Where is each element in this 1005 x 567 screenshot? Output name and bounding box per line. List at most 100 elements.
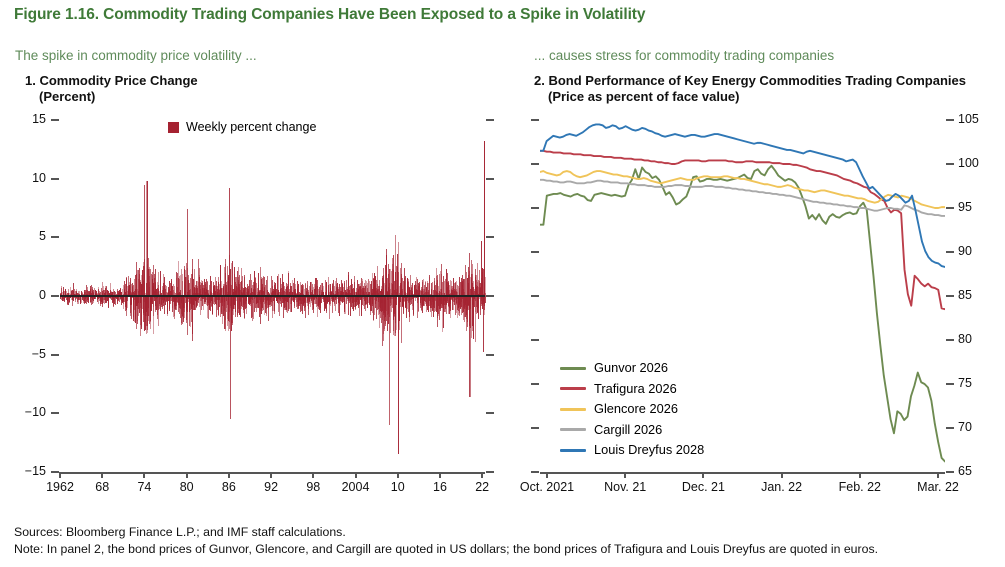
panel1-bar [182, 280, 184, 296]
panel2-legend-item[interactable]: Trafigura 2026 [560, 379, 704, 400]
panel1-xtick-label: 80 [179, 480, 194, 494]
panel1-bar [159, 270, 161, 296]
panel1-bar [176, 296, 178, 311]
panel1-bar [182, 296, 184, 325]
panel2-legend-label: Cargill 2026 [594, 421, 663, 437]
panel1-bar [106, 289, 108, 296]
panel1-bar [215, 296, 217, 317]
panel1-xtick-label: 68 [95, 480, 110, 494]
panel1-bar [120, 287, 122, 296]
panel1-bar [339, 296, 341, 305]
panel1-bar [361, 296, 363, 316]
panel2-legend-label: Glencore 2026 [594, 401, 678, 416]
panel1-bar [329, 284, 331, 296]
panel1-bar [89, 293, 91, 296]
panel1-bar [165, 288, 166, 296]
panel1-bar [181, 296, 183, 314]
panel2-legend-item[interactable]: Gunvor 2026 [560, 358, 704, 379]
panel1-bar [367, 296, 369, 303]
panel1-bar [231, 260, 233, 296]
panel1-bar [178, 278, 180, 296]
panel1-bar [201, 287, 203, 296]
panel1-bar [79, 291, 81, 296]
panel1-bar [114, 296, 116, 304]
panel2-xtick-label: Oct. 2021 [519, 480, 575, 494]
panel1-bar [244, 296, 246, 307]
panel1-bar [68, 292, 70, 296]
panel1-bar [365, 296, 367, 300]
panel1-bar [311, 296, 313, 299]
panel1-bar [304, 296, 306, 302]
panel1-bar [349, 291, 351, 296]
panel1-bar [103, 296, 105, 304]
panel1-bar [137, 269, 139, 296]
panel1-bar [484, 276, 486, 296]
panel1-bar [288, 296, 290, 309]
panel1-bar [307, 285, 309, 296]
panel1-bar [123, 289, 125, 296]
panel1-bar [75, 296, 77, 302]
panel1-bar [285, 296, 287, 313]
panel1-bar [104, 293, 106, 296]
panel1-bar [307, 296, 309, 309]
panel2-legend-item[interactable]: Cargill 2026 [560, 420, 704, 441]
panel1-bar [305, 296, 307, 308]
panel1-bar [153, 296, 155, 308]
panel1-bar [205, 282, 207, 296]
panel1-bar [316, 296, 318, 306]
panel1-bar [261, 277, 263, 296]
panel1-bar [119, 296, 121, 303]
panel1-bar [268, 296, 270, 305]
panel1-bar [266, 280, 268, 296]
panel1-bar [350, 282, 352, 296]
panel1-bar [350, 287, 352, 296]
panel1-bar [363, 296, 365, 310]
panel1-bar [78, 291, 80, 296]
panel1-bar [99, 292, 101, 296]
panel1-bar [276, 293, 278, 296]
panel1-bar [207, 296, 209, 307]
panel1-bar [124, 291, 126, 296]
panel1-bar [197, 296, 199, 304]
panel1-bar [129, 296, 131, 317]
panel1-bar [289, 296, 291, 305]
panel1-bar [309, 296, 311, 307]
panel1-bar [333, 286, 335, 296]
panel2-xtick-label: Dec. 21 [681, 480, 725, 494]
panel1-bar [191, 274, 193, 296]
panel2-legend-item[interactable]: Glencore 2026 [560, 399, 704, 420]
panel1-bar [299, 296, 301, 305]
panel1-ytick-label: −15 [24, 464, 46, 478]
panel1-bar [342, 296, 344, 300]
panel1-bar [112, 291, 114, 296]
panel1-bar [339, 290, 341, 296]
panel1-bar [251, 296, 253, 321]
panel1-bar [220, 296, 222, 317]
panel1-bar [198, 276, 200, 296]
panel1-bar [256, 296, 258, 312]
panel1-bar [66, 291, 68, 296]
panel1-bar [303, 288, 305, 296]
panel1-bar [285, 292, 287, 296]
panel2-ytick-label: 65 [958, 464, 972, 478]
panel1-bar [114, 291, 116, 296]
panel2-subheading: (Price as percent of face value) [548, 88, 740, 104]
panel1-bar [203, 296, 205, 304]
panel1-bar [67, 288, 69, 296]
panel1-bar [201, 296, 203, 306]
panel1-bar [230, 296, 232, 420]
panel1-bar [332, 283, 334, 296]
panel1-bar [125, 277, 127, 296]
panel2-legend-item[interactable]: Louis Dreyfus 2028 [560, 440, 704, 461]
panel1-bar [150, 296, 152, 323]
panel1-ytick-label: 0 [39, 288, 46, 302]
panel1-bar [278, 296, 280, 304]
panel2-ytick-label: 80 [958, 332, 972, 346]
panel1-bar [135, 296, 137, 330]
panel1-bar [123, 296, 125, 304]
panel1-bar [230, 284, 232, 296]
panel1-bar [347, 275, 349, 296]
panel1-bar [346, 287, 348, 296]
panel1-bar [239, 296, 241, 318]
